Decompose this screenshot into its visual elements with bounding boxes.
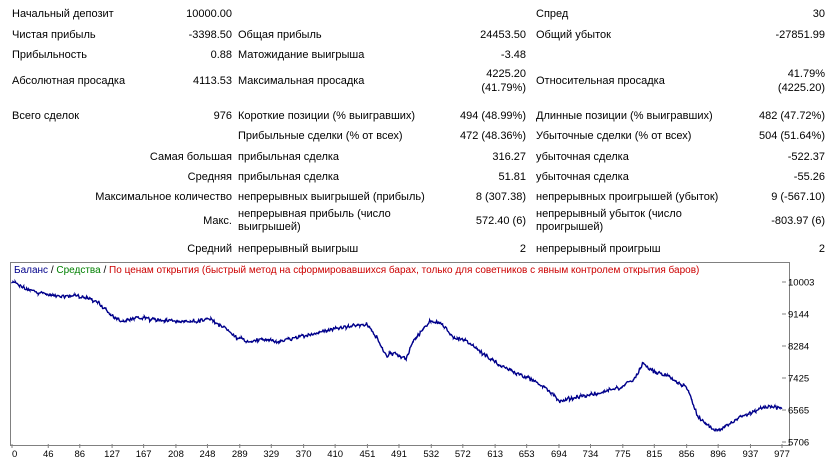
rel-drawdown-value-2: (4225.20) <box>777 82 825 94</box>
max-drawdown-label: Максимальная просадка <box>238 75 365 87</box>
x-tick-label: 127 <box>104 449 120 460</box>
average-profit-label: прибыльная сделка <box>238 171 340 183</box>
x-tick-label: 46 <box>43 449 54 460</box>
gross-loss-label: Общий убыток <box>536 29 611 41</box>
x-tick-label: 896 <box>710 449 726 460</box>
profit-trades-label: Прибыльные сделки (% от всех) <box>238 130 403 142</box>
avg-consec-losses-label: непрерывный проигрыш <box>536 243 661 255</box>
average-loss-value: -55.26 <box>793 171 825 183</box>
x-tick-label: 694 <box>551 449 567 460</box>
x-tick-label: 653 <box>519 449 535 460</box>
y-tick-label: 6565 <box>788 406 809 417</box>
chart-frame <box>10 262 790 446</box>
avg-label: Средний <box>187 243 232 255</box>
long-positions-value: 482 (47.72%) <box>758 110 825 122</box>
profit-factor-label: Прибыльность <box>12 49 87 61</box>
max-drawdown-value-1: 4225.20 <box>486 68 526 80</box>
largest-profit-value: 316.27 <box>492 151 526 163</box>
long-positions-label: Длинные позиции (% выигравших) <box>536 110 713 122</box>
x-tick-label: 491 <box>391 449 407 460</box>
total-trades-label: Всего сделок <box>12 110 80 122</box>
legend-separator: / <box>100 265 110 276</box>
spread-label: Спред <box>536 8 569 20</box>
profit-factor-value: 0.88 <box>210 49 232 61</box>
short-positions-label: Короткие позиции (% выигравших) <box>238 110 416 122</box>
x-tick-label: 815 <box>646 449 662 460</box>
largest-label: Самая большая <box>149 151 232 163</box>
average-label: Средняя <box>187 171 232 183</box>
x-tick-label: 410 <box>327 449 343 460</box>
profit-trades-value: 472 (48.36%) <box>459 130 526 142</box>
x-tick-label: 248 <box>200 449 216 460</box>
avg-consec-losses-value: 2 <box>818 243 825 255</box>
x-tick-label: 329 <box>263 449 279 460</box>
x-tick-label: 167 <box>136 449 152 460</box>
short-positions-value: 494 (48.99%) <box>459 110 526 122</box>
x-tick-label: 856 <box>679 449 695 460</box>
x-tick-label: 208 <box>168 449 184 460</box>
rel-drawdown-label: Относительная просадка <box>536 75 665 87</box>
max-label: Макс. <box>203 215 232 227</box>
gross-profit-value: 24453.50 <box>480 29 526 41</box>
y-tick-label: 9144 <box>788 309 809 320</box>
abs-drawdown-value: 4113.53 <box>193 75 232 87</box>
x-tick-label: 937 <box>743 449 759 460</box>
y-tick-label: 10003 <box>788 278 814 289</box>
legend-balance: Баланс <box>14 265 49 276</box>
loss-trades-value: 504 (51.64%) <box>758 130 825 142</box>
total-trades-value: 976 <box>213 110 232 122</box>
max-consec-profit-value: 572.40 (6) <box>475 215 526 227</box>
expected-payoff-label: Матожидание выигрыша <box>238 49 365 61</box>
avg-consec-wins-label: непрерывный выигрыш <box>238 243 359 255</box>
x-tick-label: 734 <box>583 449 599 460</box>
x-tick-label: 532 <box>423 449 439 460</box>
x-tick-label: 977 <box>774 449 790 460</box>
legend-equity: Средства <box>56 265 101 276</box>
y-tick-label: 8284 <box>788 342 809 353</box>
x-tick-label: 0 <box>12 449 17 460</box>
net-profit-label: Чистая прибыль <box>12 29 96 41</box>
rel-drawdown-value-1: 41.79% <box>787 68 825 80</box>
gross-loss-value: -27851.99 <box>775 29 825 41</box>
initial-deposit-label: Начальный депозит <box>12 8 114 20</box>
average-loss-label: убыточная сделка <box>536 171 629 183</box>
legend-separator: / <box>48 265 57 276</box>
largest-loss-value: -522.37 <box>787 151 825 163</box>
max-count-label: Максимальное количество <box>95 191 232 203</box>
y-tick-label: 5706 <box>788 438 809 449</box>
max-consec-wins-value: 8 (307.38) <box>475 191 526 203</box>
balance-series-line <box>11 278 783 433</box>
max-consec-loss-value: -803.97 (6) <box>771 215 825 227</box>
gross-profit-label: Общая прибыль <box>238 29 322 41</box>
expected-payoff-value: -3.48 <box>500 49 526 61</box>
spread-value: 30 <box>812 8 825 20</box>
abs-drawdown-label: Абсолютная просадка <box>12 75 126 87</box>
max-consec-loss-label: непрерывный убыток (число проигрышей) <box>536 208 682 233</box>
y-tick-label: 7425 <box>788 373 809 384</box>
legend-test-mode-note: По ценам открытия (быстрый метод на сфор… <box>109 265 700 276</box>
x-tick-label: 775 <box>615 449 631 460</box>
max-drawdown-value-2: (41.79%) <box>481 82 526 94</box>
max-consec-profit-label: непрерывная прибыль (число выигрышей) <box>238 208 391 233</box>
max-consec-wins-label: непрерывных выигрышей (прибыль) <box>238 191 425 203</box>
largest-loss-label: убыточная сделка <box>536 151 629 163</box>
x-tick-label: 613 <box>487 449 503 460</box>
x-tick-label: 370 <box>296 449 312 460</box>
x-tick-label: 289 <box>232 449 248 460</box>
loss-trades-label: Убыточные сделки (% от всех) <box>536 130 692 142</box>
avg-consec-wins-value: 2 <box>519 243 526 255</box>
largest-profit-label: прибыльная сделка <box>238 151 340 163</box>
max-consec-losses-label: непрерывных проигрышей (убыток) <box>536 191 719 203</box>
x-tick-label: 572 <box>455 449 471 460</box>
x-tick-label: 451 <box>360 449 376 460</box>
x-tick-label: 86 <box>74 449 85 460</box>
initial-deposit-value: 10000.00 <box>186 8 232 20</box>
max-consec-losses-value: 9 (-567.10) <box>771 191 825 203</box>
net-profit-value: -3398.50 <box>188 29 232 41</box>
average-profit-value: 51.81 <box>498 171 526 183</box>
chart-legend: Баланс / Средства / По ценам открытия (б… <box>14 265 699 276</box>
